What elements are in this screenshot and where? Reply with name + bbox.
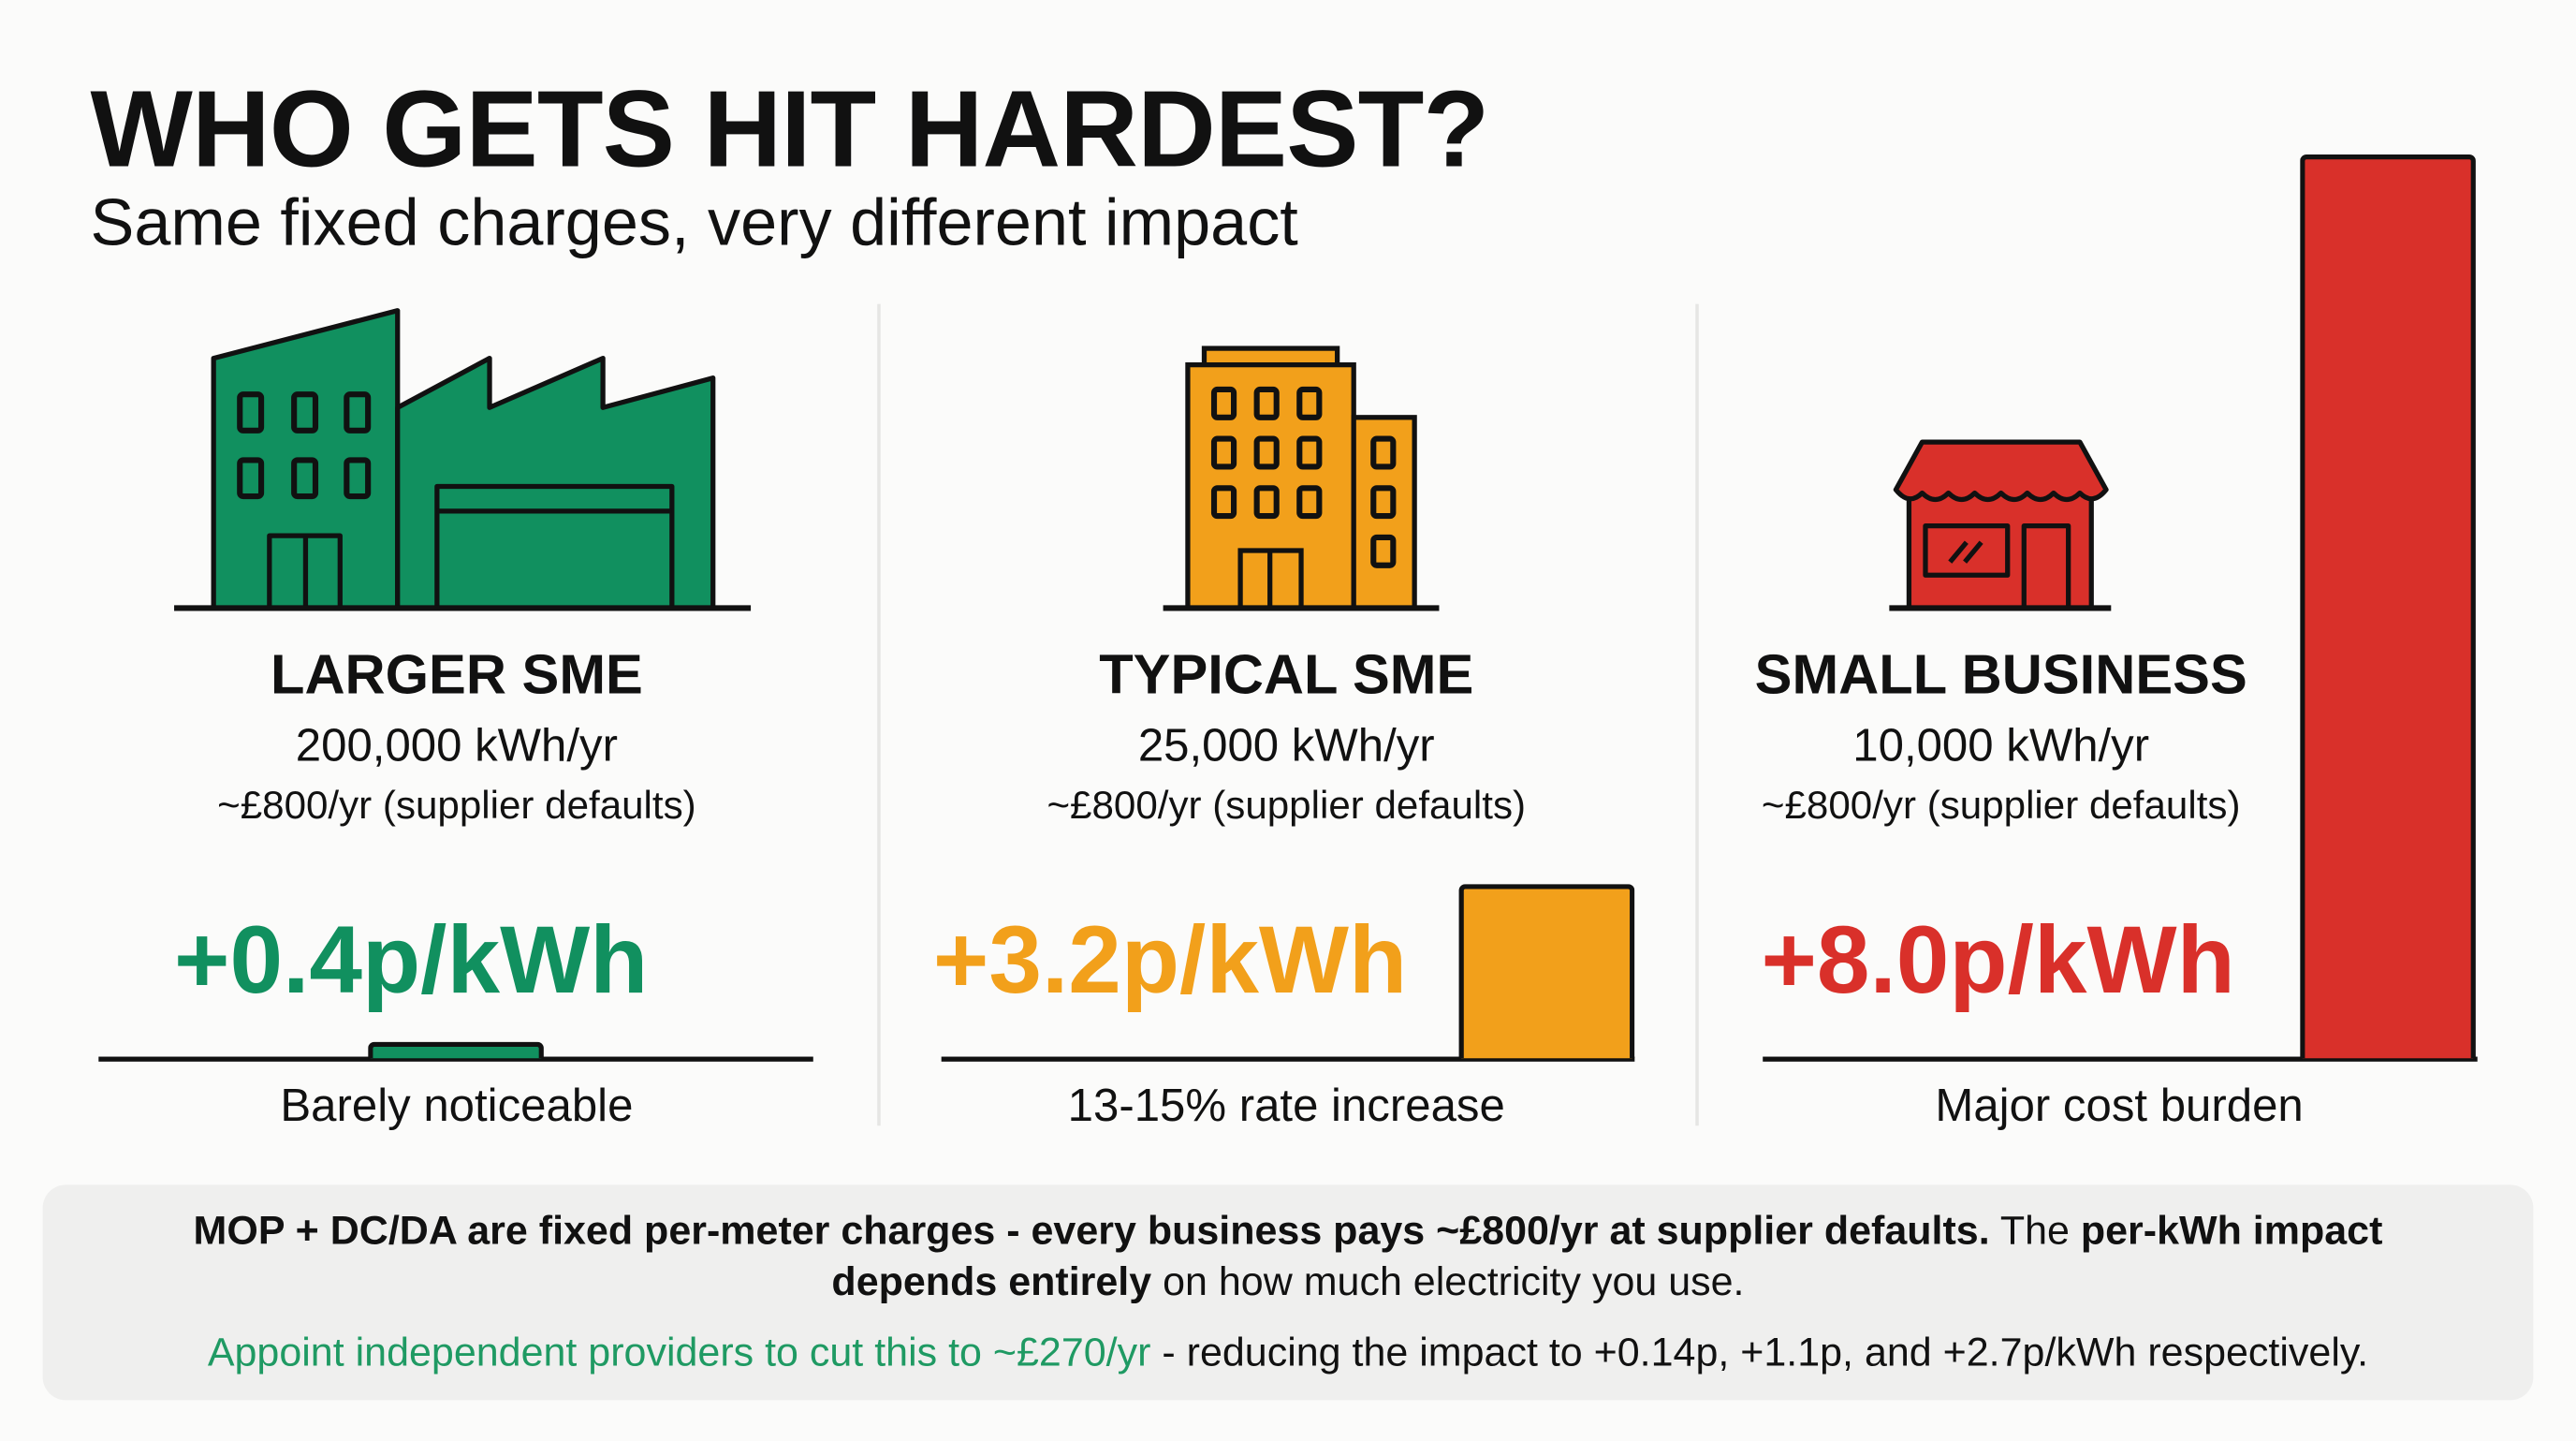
- column-name: TYPICAL SME: [1099, 643, 1474, 707]
- page-subtitle: Same fixed charges, very different impac…: [90, 187, 1298, 260]
- impact-bar-small-business: [2300, 154, 2476, 1059]
- usage-text: 10,000 kWh/yr: [1852, 719, 2150, 772]
- column-name: LARGER SME: [270, 643, 643, 707]
- column-divider: [877, 303, 881, 1126]
- summary-box: MOP + DC/DA are fixed per-meter charges …: [42, 1184, 2534, 1401]
- impact-caption: Barely noticeable: [280, 1080, 634, 1131]
- summary-line-1: MOP + DC/DA are fixed per-meter charges …: [193, 1209, 2383, 1255]
- usage-text: 25,000 kWh/yr: [1137, 719, 1435, 772]
- impact-bar-typical-sme: [1458, 884, 1635, 1059]
- office-building-icon: [1163, 346, 1440, 611]
- impact-caption: 13-15% rate increase: [1067, 1080, 1505, 1131]
- page-title: WHO GETS HIT HARDEST?: [90, 66, 1490, 189]
- shop-icon: [1889, 439, 2112, 611]
- impact-bar-larger-sme: [368, 1041, 544, 1059]
- bar-baseline: [941, 1056, 1635, 1062]
- column-name: SMALL BUSINESS: [1754, 643, 2247, 707]
- recommendation-line: Appoint independent providers to cut thi…: [207, 1331, 2369, 1376]
- bar-baseline: [98, 1056, 813, 1062]
- impact-value: +3.2p/kWh: [932, 906, 1408, 1014]
- summary-line-2: depends entirely on how much electricity…: [831, 1260, 1745, 1305]
- usage-text: 200,000 kWh/yr: [295, 719, 618, 772]
- factory-icon: [174, 308, 752, 611]
- column-divider: [1695, 303, 1699, 1126]
- bar-baseline: [1763, 1056, 2478, 1062]
- cost-text: ~£800/yr (supplier defaults): [1761, 784, 2241, 829]
- impact-caption: Major cost burden: [1935, 1080, 2304, 1131]
- cost-text: ~£800/yr (supplier defaults): [217, 784, 696, 829]
- impact-value: +8.0p/kWh: [1761, 906, 2235, 1014]
- impact-value: +0.4p/kWh: [174, 906, 649, 1014]
- cost-text: ~£800/yr (supplier defaults): [1046, 784, 1527, 829]
